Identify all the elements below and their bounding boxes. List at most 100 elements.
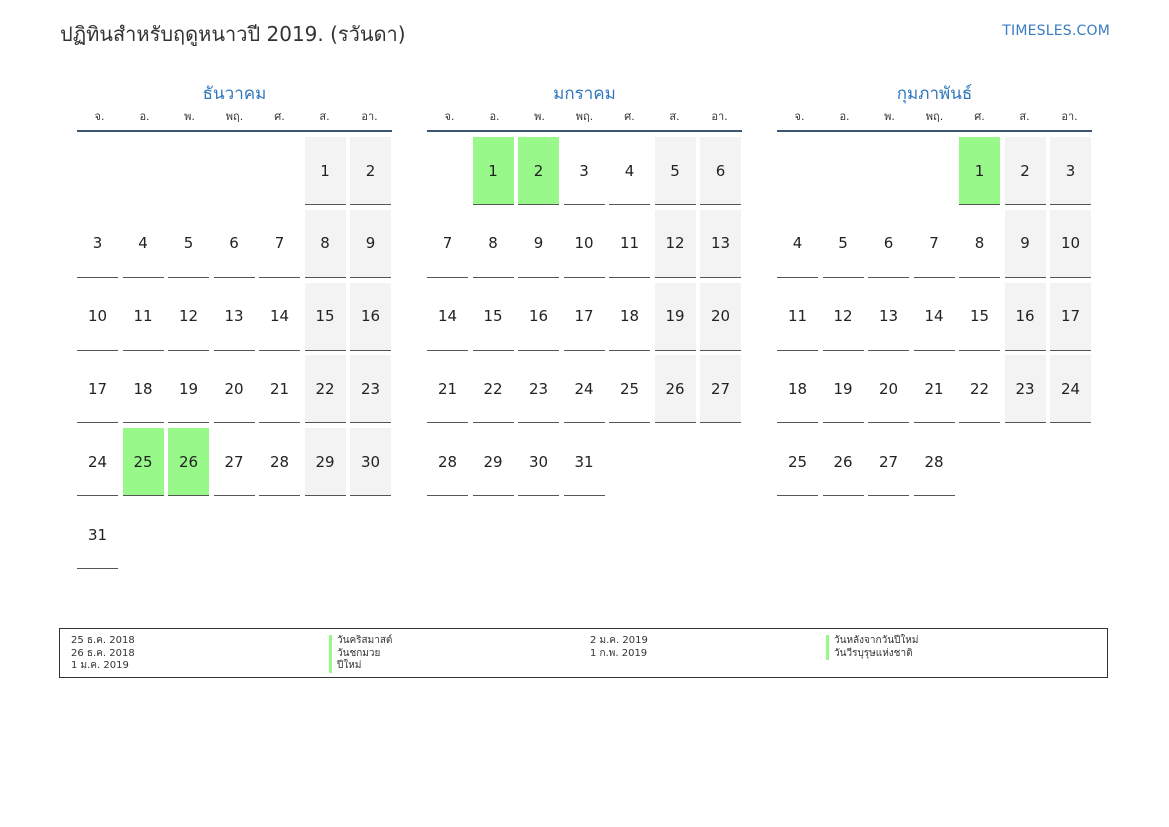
legend-dates-left: 25 ธ.ค. 2018 26 ธ.ค. 2018 1 ม.ค. 2019: [71, 635, 135, 673]
day-cell[interactable]: 25: [777, 428, 818, 497]
day-cell[interactable]: 6: [700, 137, 741, 205]
day-cell[interactable]: 22: [959, 355, 1000, 424]
day-cell[interactable]: 30: [350, 428, 391, 497]
day-cell[interactable]: 28: [259, 428, 300, 497]
day-cell[interactable]: 25: [122, 428, 164, 497]
day-cell[interactable]: 18: [609, 283, 650, 351]
day-cell[interactable]: 23: [350, 355, 391, 424]
day-cell[interactable]: 2: [350, 137, 391, 205]
day-cell[interactable]: 17: [77, 355, 118, 424]
month-february: กุมภาพันธ์ จ. อ. พ. พฤ. ศ. ส. อา. 1 2 3 4 5 6 7 8 9 10 11 1…: [777, 80, 1092, 501]
day-cell[interactable]: 31: [563, 428, 605, 497]
day-cell[interactable]: 12: [168, 283, 209, 351]
day-cell[interactable]: 19: [822, 355, 864, 424]
day-cell[interactable]: 26: [168, 428, 209, 497]
day-cell[interactable]: 6: [868, 210, 909, 278]
day-cell[interactable]: 1: [472, 137, 514, 205]
day-cell[interactable]: 14: [913, 283, 955, 351]
day-cell[interactable]: 5: [654, 137, 696, 205]
day-cell[interactable]: 28: [913, 428, 955, 497]
weekday-label: พ.: [884, 110, 895, 123]
day-cell[interactable]: 2: [1004, 137, 1046, 205]
day-cell[interactable]: 22: [304, 355, 346, 424]
month-december: ธันวาคม จ. อ. พ. พฤ. ศ. ส. อา. 1 2 3 4 5 6 7 8 9 10 11 12 13…: [77, 80, 392, 574]
day-cell[interactable]: 9: [518, 210, 559, 278]
day-cell[interactable]: 18: [777, 355, 818, 424]
day-cell[interactable]: 3: [77, 210, 118, 278]
day-cell[interactable]: 26: [822, 428, 864, 497]
day-cell[interactable]: 27: [213, 428, 255, 497]
day-cell[interactable]: 3: [563, 137, 605, 205]
day-cell[interactable]: 5: [822, 210, 864, 278]
day-cell[interactable]: 12: [822, 283, 864, 351]
day-cell[interactable]: 2: [518, 137, 559, 205]
day-cell[interactable]: 22: [472, 355, 514, 424]
day-cell[interactable]: 17: [563, 283, 605, 351]
day-cell[interactable]: 14: [427, 283, 468, 351]
day-cell[interactable]: 21: [427, 355, 468, 424]
day-cell[interactable]: 10: [563, 210, 605, 278]
day-cell[interactable]: 24: [77, 428, 118, 497]
day-cell[interactable]: 29: [304, 428, 346, 497]
day-cell[interactable]: 3: [1050, 137, 1091, 205]
day-cell[interactable]: 4: [609, 137, 650, 205]
day-cell[interactable]: 14: [259, 283, 300, 351]
day-cell[interactable]: 1: [959, 137, 1000, 205]
site-logo[interactable]: TIMESLES.COM: [1002, 23, 1110, 39]
day-cell[interactable]: 4: [122, 210, 164, 278]
day-cell[interactable]: 8: [959, 210, 1000, 278]
day-cell[interactable]: 21: [259, 355, 300, 424]
day-cell[interactable]: 26: [654, 355, 696, 424]
day-cell[interactable]: 19: [168, 355, 209, 424]
day-cell[interactable]: 7: [259, 210, 300, 278]
day-cell[interactable]: 12: [654, 209, 696, 278]
day-cell[interactable]: 25: [609, 355, 650, 424]
day-cell[interactable]: 11: [609, 210, 650, 278]
day-cell[interactable]: 8: [304, 209, 346, 278]
day-cell[interactable]: 20: [868, 355, 909, 424]
day-cell[interactable]: 5: [168, 210, 209, 278]
day-cell[interactable]: 29: [472, 428, 514, 497]
day-cell[interactable]: 23: [1004, 355, 1046, 424]
day-cell[interactable]: 7: [427, 210, 468, 278]
day-cell[interactable]: 4: [777, 210, 818, 278]
day-cell[interactable]: 15: [304, 282, 346, 351]
day-cell[interactable]: 7: [913, 210, 955, 278]
day-cell[interactable]: 20: [700, 282, 741, 351]
day-cell[interactable]: 17: [1050, 282, 1091, 351]
day-cell[interactable]: 31: [77, 501, 118, 569]
weekday-label: จ.: [794, 110, 805, 123]
day-cell[interactable]: 24: [1050, 355, 1091, 424]
day-cell[interactable]: 13: [868, 283, 909, 351]
day-cell[interactable]: 16: [1004, 282, 1046, 351]
day-cell[interactable]: 28: [427, 428, 468, 497]
day-cell[interactable]: 27: [700, 355, 741, 424]
day-cell[interactable]: 18: [122, 355, 164, 424]
day-cell[interactable]: 11: [122, 283, 164, 351]
day-cell[interactable]: 10: [1050, 209, 1091, 278]
day-cell[interactable]: 10: [77, 283, 118, 351]
day-cell[interactable]: 8: [472, 210, 514, 278]
day-cell[interactable]: 27: [868, 428, 909, 497]
day-cell[interactable]: 23: [518, 355, 559, 424]
weekday-label: อา.: [711, 110, 728, 123]
day-cell[interactable]: 20: [213, 355, 255, 424]
legend-date: 25 ธ.ค. 2018: [71, 635, 135, 646]
day-cell[interactable]: 6: [213, 210, 255, 278]
day-cell[interactable]: 24: [563, 355, 605, 424]
weekday-label: ศ.: [624, 110, 635, 123]
day-cell[interactable]: 16: [518, 283, 559, 351]
day-cell[interactable]: 30: [518, 428, 559, 497]
day-cell[interactable]: 15: [959, 283, 1000, 351]
day-cell[interactable]: 9: [350, 209, 391, 278]
legend-dates-right: 2 ม.ค. 2019 1 ก.พ. 2019: [590, 635, 648, 660]
day-cell[interactable]: 9: [1004, 209, 1046, 278]
day-cell[interactable]: 11: [777, 283, 818, 351]
day-cell[interactable]: 19: [654, 282, 696, 351]
day-cell[interactable]: 16: [350, 282, 391, 351]
day-cell[interactable]: 1: [304, 137, 346, 205]
day-cell[interactable]: 13: [700, 209, 741, 278]
day-cell[interactable]: 13: [213, 283, 255, 351]
day-cell[interactable]: 21: [913, 355, 955, 424]
day-cell[interactable]: 15: [472, 283, 514, 351]
